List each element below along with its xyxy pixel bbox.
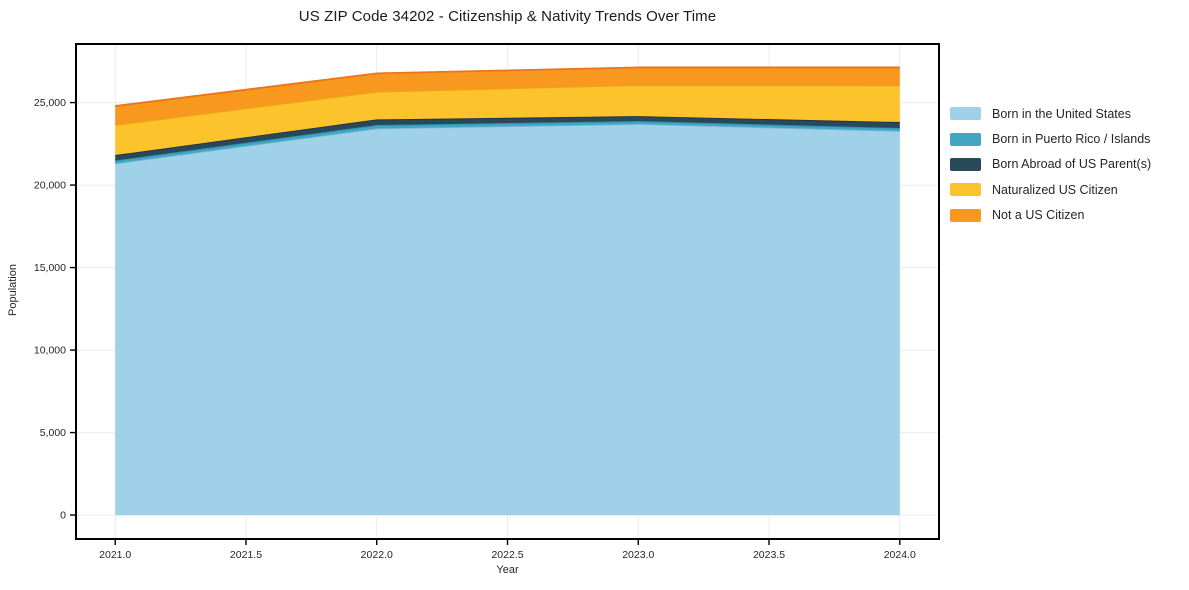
legend-swatch-born-in-us xyxy=(950,107,981,121)
area-naturalized-us-citizen xyxy=(115,85,900,156)
legend-item-born-abroad: Born Abroad of US Parent(s) xyxy=(950,152,1151,177)
y-tick-label: 15,000 xyxy=(34,262,66,274)
legend-label: Born in Puerto Rico / Islands xyxy=(992,132,1151,147)
y-tick-label: 25,000 xyxy=(34,97,66,109)
area-born-in-puerto-rico-islands xyxy=(115,121,900,164)
y-tick-label: 10,000 xyxy=(34,345,66,357)
legend-swatch-born-abroad xyxy=(950,157,981,171)
legend-item-naturalized: Naturalized US Citizen xyxy=(950,177,1151,202)
x-tick-label: 2022.5 xyxy=(491,549,523,561)
y-tick-label: 5,000 xyxy=(40,427,66,439)
legend-item-born-puerto-rico: Born in Puerto Rico / Islands xyxy=(950,126,1151,151)
legend-label: Born Abroad of US Parent(s) xyxy=(992,157,1152,172)
y-tick-label: 20,000 xyxy=(34,180,66,192)
x-tick-label: 2023.5 xyxy=(753,549,785,561)
x-tick-label: 2021.0 xyxy=(99,549,131,561)
chart-title: US ZIP Code 34202 - Citizenship & Nativi… xyxy=(298,8,717,25)
x-tick-label: 2021.5 xyxy=(230,549,262,561)
x-tick-label: 2024.0 xyxy=(884,549,916,561)
y-tick-label: 0 xyxy=(60,510,66,522)
x-axis-label: Year xyxy=(496,564,519,576)
legend-item-not-citizen: Not a US Citizen xyxy=(950,203,1151,228)
legend-swatch-not-citizen xyxy=(950,208,981,222)
legend: Born in the United States Born in Puerto… xyxy=(950,101,1151,228)
area-born-in-the-united-states xyxy=(115,124,900,516)
legend-label: Born in the United States xyxy=(992,106,1131,121)
legend-label: Naturalized US Citizen xyxy=(992,182,1118,197)
x-tick-label: 2023.0 xyxy=(622,549,654,561)
x-tick-label: 2022.0 xyxy=(361,549,393,561)
area-top-edge xyxy=(115,66,900,107)
y-axis-label: Population xyxy=(7,264,19,316)
legend-swatch-naturalized xyxy=(950,183,981,197)
legend-item-born-in-us: Born in the United States xyxy=(950,101,1151,126)
legend-swatch-born-puerto-rico xyxy=(950,132,981,146)
legend-label: Not a US Citizen xyxy=(992,208,1085,223)
